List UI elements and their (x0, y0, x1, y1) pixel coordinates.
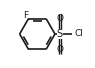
Text: Cl: Cl (75, 30, 84, 38)
Text: F: F (23, 11, 28, 20)
Text: O: O (56, 14, 63, 23)
Text: S: S (57, 29, 63, 39)
Text: O: O (56, 45, 63, 54)
